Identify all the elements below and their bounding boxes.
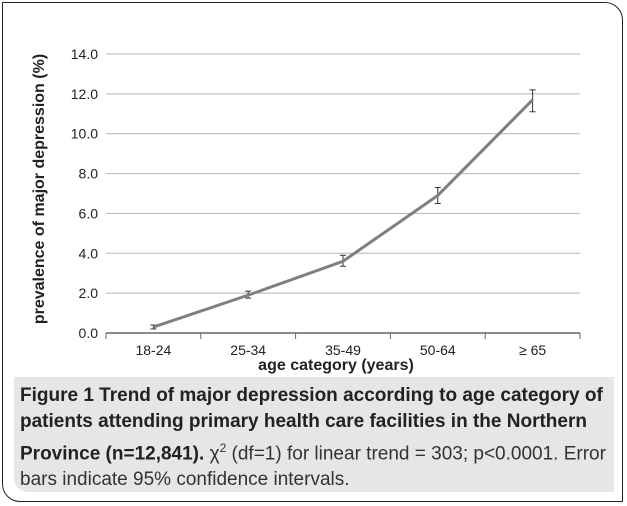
caption-title: Figure 1 Trend of major depression accor…: [20, 385, 603, 465]
y-tick-label: 4.0: [79, 245, 99, 261]
y-tick-label: 6.0: [79, 205, 99, 221]
series-line: [152, 98, 534, 329]
x-tick-label: ≥ 65: [519, 342, 546, 358]
y-tick-label: 12.0: [71, 86, 98, 102]
caption-stats: (df=1) for linear trend = 303; p<0.0001.…: [20, 443, 606, 491]
y-tick-label: 2.0: [79, 285, 99, 301]
caption-background: [14, 377, 614, 492]
gridlines: [106, 53, 580, 334]
y-tick-label: 0.0: [79, 325, 99, 341]
x-tick-label: 50-64: [420, 342, 456, 358]
x-tick-label: 25-34: [230, 342, 266, 358]
y-axis-label: prevalence of major depression (%): [31, 54, 48, 324]
caption-chi-symbol: χ: [209, 443, 220, 465]
x-axis-label: age category (years): [258, 357, 414, 374]
y-tick-label: 10.0: [71, 126, 98, 142]
y-tick-labels: 0.0 2.0 4.0 6.0 8.0 10.0 12.0 14.0: [71, 46, 98, 341]
y-tick-label: 8.0: [79, 166, 99, 182]
figure-caption: Figure 1 Trend of major depression accor…: [20, 383, 612, 493]
figure-frame: [2, 2, 623, 502]
x-tick-labels: 18-24 25-34 35-49 50-64 ≥ 65: [105, 333, 581, 358]
line-chart: 0.0 2.0 4.0 6.0 8.0 10.0 12.0 14.0 18-24 25-34 35…: [31, 46, 581, 374]
x-tick-label: 18-24: [135, 342, 171, 358]
x-tick-label: 35-49: [325, 342, 361, 358]
caption-chi-superscript: 2: [219, 441, 227, 455]
y-tick-label: 14.0: [71, 46, 98, 62]
